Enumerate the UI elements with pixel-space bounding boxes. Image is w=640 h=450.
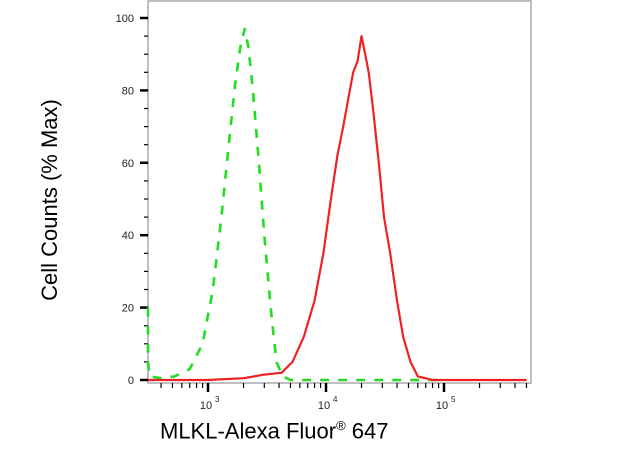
y-tick-label: 40 <box>122 230 134 242</box>
series-line-1 <box>148 35 527 382</box>
series-line-0 <box>146 27 444 382</box>
registered-mark: ® <box>336 418 346 433</box>
x-tick-label: 10 <box>436 400 448 412</box>
x-tick-exponent: 3 <box>215 395 220 404</box>
series-group <box>146 27 527 382</box>
y-tick-label: 60 <box>122 158 134 170</box>
y-axis: 0 20 40 60 80 100 <box>116 13 148 387</box>
y-axis-label: Cell Counts (% Max) <box>37 99 62 301</box>
y-tick-label: 0 <box>128 375 134 387</box>
x-axis-label-tail: 647 <box>345 418 389 444</box>
y-tick-label: 100 <box>116 13 134 25</box>
x-tick-exponent: 4 <box>333 395 338 404</box>
y-tick-label: 80 <box>122 85 134 97</box>
x-tick-exponent: 5 <box>451 395 456 404</box>
x-tick-label: 10 <box>318 400 330 412</box>
x-axis-label: MLKL-Alexa Fluor® 647 <box>160 418 389 444</box>
y-tick-label: 20 <box>122 303 134 315</box>
x-tick-label: 10 <box>200 400 212 412</box>
x-axis-label-main: MLKL-Alexa Fluor <box>160 418 337 444</box>
plot-frame <box>147 0 532 384</box>
